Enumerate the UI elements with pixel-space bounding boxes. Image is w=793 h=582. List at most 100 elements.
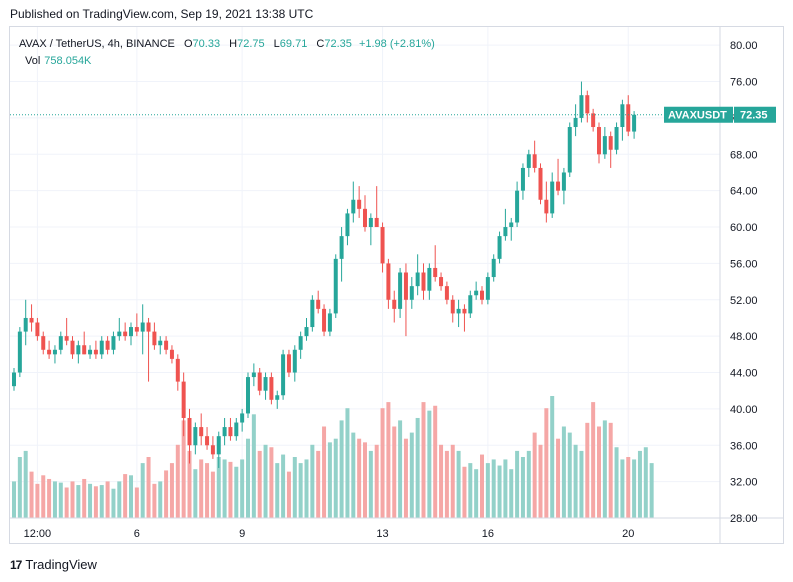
candle-body: [415, 272, 420, 287]
candle-body: [257, 372, 262, 391]
ticker-tag: AVAXUSDT: [668, 110, 727, 122]
candle-body: [41, 336, 46, 350]
volume-bar: [246, 438, 250, 518]
candle-body: [234, 422, 239, 437]
candle-body: [444, 286, 449, 300]
volume-bar: [392, 426, 397, 518]
candle-body: [608, 136, 613, 150]
volume-bar: [281, 454, 286, 518]
candle-body: [251, 372, 256, 378]
candle-body: [602, 136, 607, 155]
volume-bar: [146, 457, 151, 518]
candle-body: [187, 417, 192, 446]
volume-bar: [532, 432, 537, 518]
volume-bar: [286, 471, 291, 518]
volume-bar: [64, 487, 69, 518]
time-axis[interactable]: 12:00 6 9 13 16 20: [24, 528, 635, 540]
volume-bar: [485, 463, 490, 518]
volume-bar: [234, 466, 239, 518]
volume-bar: [491, 459, 496, 518]
volume-bar: [111, 488, 116, 518]
volume-bar: [333, 438, 338, 518]
chart-frame[interactable]: [9, 26, 784, 544]
candle-body: [298, 336, 303, 350]
candle-body: [275, 395, 280, 400]
candle-body: [567, 127, 572, 173]
volume-bar: [82, 478, 87, 518]
price-axis[interactable]: 28.00 32.00 36.00 40.00 44.00 48.00 52.00 56.00…: [730, 40, 758, 525]
candle-body: [351, 199, 356, 214]
y-tick-label: 52.00: [730, 295, 758, 307]
y-tick-label: 60.00: [730, 222, 758, 234]
candle-body: [175, 358, 180, 382]
candle-body: [93, 349, 98, 355]
x-tick-label: 16: [482, 528, 494, 540]
y-tick-label: 68.00: [730, 149, 758, 161]
candle-body: [368, 217, 373, 228]
volume-bar: [474, 469, 479, 518]
candle-body: [520, 167, 525, 191]
volume-bar: [608, 422, 613, 518]
volume-bar: [643, 447, 648, 518]
symbol-label[interactable]: AVAX / TetherUS, 4h, BINANCE: [19, 38, 175, 50]
volume-bar: [550, 396, 555, 518]
volume-bar: [339, 420, 344, 518]
published-caption: Published on TradingView.com, Sep 19, 20…: [10, 7, 314, 21]
high-label: H: [229, 38, 238, 50]
legend: AVAX / TetherUS, 4h, BINANCE O70.33 H72.…: [19, 36, 435, 70]
y-tick-label: 76.00: [730, 77, 758, 89]
candle-body: [169, 349, 174, 359]
candle-body: [12, 372, 16, 387]
volume-bar: [129, 475, 133, 518]
low-value: 69.71: [279, 38, 308, 50]
candle-body: [292, 349, 297, 373]
candle-body: [29, 317, 34, 323]
y-tick-label: 32.00: [730, 477, 758, 489]
volume-bar: [368, 450, 373, 518]
volume-bar: [228, 461, 233, 518]
candle-body: [456, 308, 461, 314]
volume-bar: [573, 444, 578, 518]
volume-bar: [52, 481, 57, 518]
candles: [12, 81, 637, 468]
grid: [10, 27, 720, 519]
open-value: 70.33: [192, 38, 221, 50]
candle-body: [357, 199, 362, 209]
candle-body: [550, 181, 555, 214]
volume-bar: [386, 402, 391, 518]
candle-body: [134, 327, 139, 332]
volume-bar: [620, 459, 625, 518]
candle-body: [620, 104, 625, 128]
volume-bar: [88, 483, 93, 518]
volume-bar: [169, 463, 174, 518]
candle-body: [403, 272, 408, 300]
change-value: +1.98 (+2.81%): [358, 38, 435, 50]
candle-body: [474, 290, 479, 296]
candle-body: [503, 227, 508, 237]
volume-bar: [23, 450, 28, 518]
candle-body: [450, 299, 455, 314]
footer: 17 TradingView: [10, 557, 97, 572]
volume-bar: [41, 475, 46, 518]
candle-body: [561, 172, 566, 191]
candle-body: [64, 336, 69, 341]
candle-body: [462, 308, 467, 314]
price-tag-bg: [734, 106, 776, 123]
volume-bar: [123, 474, 128, 518]
footer-brand[interactable]: TradingView: [25, 557, 97, 572]
candle-body: [246, 377, 250, 414]
candle-body: [99, 340, 104, 355]
volume-bar: [240, 459, 245, 518]
y-tick-label: 64.00: [730, 186, 758, 198]
candle-body: [70, 340, 75, 355]
y-tick-label: 40.00: [730, 404, 758, 416]
y-tick-label: 28.00: [730, 513, 758, 525]
candle-body: [515, 190, 520, 223]
candle-body: [632, 114, 637, 132]
candle-body: [263, 377, 268, 391]
candle-body: [216, 436, 221, 455]
y-tick-label: 36.00: [730, 440, 758, 452]
volume-bar: [216, 457, 221, 518]
volume-bar: [181, 420, 186, 518]
